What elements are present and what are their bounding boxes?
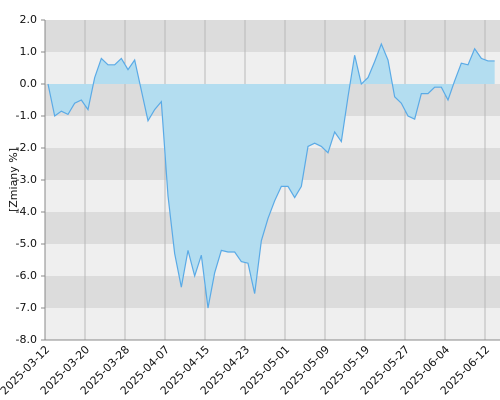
line	[47, 42, 495, 309]
grid-band	[45, 244, 500, 276]
y-axis-label: [Zmiany %]	[7, 148, 20, 212]
area	[48, 44, 495, 308]
y-tick-label: -2.0	[16, 141, 37, 154]
y-tick-label: -4.0	[16, 205, 37, 218]
y-tick-label: -1.0	[16, 109, 37, 122]
y-tick-label: -7.0	[16, 301, 37, 314]
grid-band	[45, 20, 500, 52]
y-tick-label: 1.0	[20, 45, 38, 58]
y-tick-label: 2.0	[20, 13, 38, 26]
grid-band	[45, 308, 500, 340]
y-tick-label: -6.0	[16, 269, 37, 282]
y-tick-label: -5.0	[16, 237, 37, 250]
y-tick-label: -3.0	[16, 173, 37, 186]
y-tick-label: -8.0	[16, 333, 37, 346]
y-tick-label: 0.0	[20, 77, 38, 90]
grid-band	[45, 276, 500, 308]
grid-band	[45, 212, 500, 244]
